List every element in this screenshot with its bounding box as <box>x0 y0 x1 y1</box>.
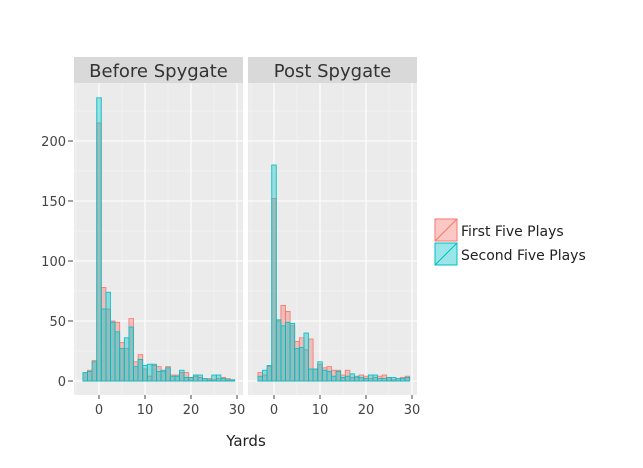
histogram-bar <box>312 368 319 382</box>
x-tick-label: 10 <box>137 403 154 418</box>
x-tick-label: 0 <box>95 403 103 418</box>
histogram-bar <box>262 369 268 382</box>
histogram-bar <box>174 375 180 382</box>
histogram-bar <box>308 368 314 382</box>
histogram-bar <box>146 363 153 382</box>
y-tick-label: 0 <box>58 375 66 390</box>
x-tick-label: 0 <box>270 403 278 418</box>
histogram-bar <box>285 321 291 382</box>
histogram-bar <box>160 369 167 382</box>
histogram-bar <box>215 374 222 382</box>
x-tick-label: 20 <box>183 403 200 418</box>
histogram-bar <box>331 375 337 382</box>
histogram-bar <box>257 375 263 382</box>
histogram-bar <box>280 325 286 382</box>
histogram-bar <box>335 370 342 382</box>
histogram-bar <box>179 369 185 382</box>
histogram-bar <box>321 369 328 382</box>
plot-background <box>74 83 243 395</box>
histogram-bar <box>91 361 98 382</box>
histogram-bar <box>82 372 88 382</box>
histogram-bar <box>289 322 296 382</box>
histogram-bar <box>211 374 217 382</box>
histogram-bar <box>156 370 162 382</box>
legend-key-second-slash <box>434 242 458 266</box>
histogram-bar <box>220 378 226 382</box>
legend: First Five Plays Second Five Plays <box>434 218 586 266</box>
histogram-bar <box>390 376 397 382</box>
histogram-bar <box>183 376 190 382</box>
histogram-bar <box>363 378 369 382</box>
x-tick-label: 20 <box>358 403 375 418</box>
histogram-bar <box>123 337 130 382</box>
legend-label-second: Second Five Plays <box>461 248 586 264</box>
histogram-bar <box>119 348 125 382</box>
y-tick-label: 100 <box>41 255 66 270</box>
histogram-bar <box>400 378 406 382</box>
histogram-bar <box>386 376 392 382</box>
histogram-bar <box>395 378 401 382</box>
x-axis-label: Yards <box>225 432 266 450</box>
histogram-bar <box>100 308 107 382</box>
histogram-bar <box>349 373 355 382</box>
histogram-bar <box>87 370 93 382</box>
y-tick-label: 200 <box>41 135 66 150</box>
facet-panel: Post Spygate 0 10 20 30 <box>248 57 420 418</box>
histogram-bar <box>192 374 199 382</box>
histogram-bar <box>294 348 300 382</box>
y-tick-label: 50 <box>49 315 66 330</box>
histogram-bar <box>151 363 157 382</box>
facet-title: Post Spygate <box>274 61 391 82</box>
histogram-bar <box>137 358 144 382</box>
histogram-bar <box>340 376 346 382</box>
x-tick-label: 10 <box>312 403 329 418</box>
histogram-bar <box>381 378 388 382</box>
facet-strip <box>248 57 417 83</box>
histogram-bar <box>110 321 116 382</box>
x-tick-label: 30 <box>404 403 421 418</box>
histogram-bar <box>165 367 171 382</box>
histogram-bar <box>225 379 231 382</box>
histogram-bar <box>96 97 102 382</box>
histogram-bar <box>358 376 365 382</box>
histogram-bar <box>275 319 282 382</box>
histogram-bar <box>326 370 332 382</box>
histogram-bar <box>298 346 305 382</box>
histogram-bar <box>266 364 273 382</box>
histogram-bar <box>303 332 309 382</box>
histogram-bar <box>128 326 134 382</box>
histogram-bar <box>367 374 374 382</box>
histogram-bar <box>344 375 351 382</box>
histogram-bar <box>169 375 176 382</box>
histogram-bar <box>404 376 411 382</box>
histogram-bar <box>354 375 360 382</box>
facet-panel: Before Spygate 0 10 20 30 <box>74 57 245 418</box>
y-tick-label: 150 <box>41 195 66 210</box>
histogram-bar <box>372 374 378 382</box>
facet-title: Before Spygate <box>89 61 228 82</box>
histogram-bar <box>229 379 236 382</box>
histogram-bar <box>197 374 203 382</box>
histogram-bar <box>317 361 323 382</box>
histogram-bar <box>114 331 121 382</box>
legend-key-first-slash <box>434 218 458 242</box>
x-tick-label: 30 <box>229 403 246 418</box>
histogram-bar <box>142 364 148 382</box>
histogram-bar <box>188 376 194 382</box>
histogram-bar <box>377 378 383 382</box>
facet-strip <box>74 57 243 83</box>
histogram-bar <box>271 164 277 382</box>
histogram-bar <box>202 378 208 382</box>
histogram-bar <box>105 291 111 382</box>
histogram-bar <box>206 379 213 382</box>
legend-label-first: First Five Plays <box>461 224 564 240</box>
histogram-bar <box>133 366 139 382</box>
